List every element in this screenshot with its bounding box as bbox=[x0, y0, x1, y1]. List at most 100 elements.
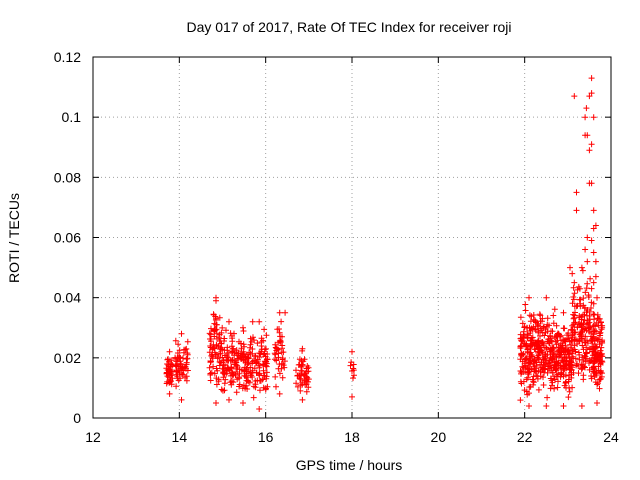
data-point bbox=[224, 347, 231, 354]
data-point bbox=[230, 379, 237, 386]
data-point bbox=[349, 348, 355, 355]
data-point bbox=[518, 351, 525, 358]
data-point bbox=[241, 343, 248, 350]
data-point bbox=[223, 327, 229, 334]
data-point bbox=[207, 377, 214, 384]
y-tick-label: 0.06 bbox=[54, 230, 81, 246]
data-point bbox=[589, 352, 596, 359]
data-point bbox=[298, 372, 305, 378]
data-point bbox=[586, 147, 593, 154]
data-point bbox=[526, 312, 533, 319]
data-point bbox=[211, 320, 218, 327]
data-point bbox=[580, 295, 587, 302]
data-point bbox=[542, 351, 549, 358]
x-tick-label: 20 bbox=[431, 429, 447, 445]
data-point bbox=[522, 301, 529, 308]
x-axis-label: GPS time / hours bbox=[296, 457, 403, 473]
data-point bbox=[215, 334, 222, 341]
y-tick-label: 0.08 bbox=[54, 169, 81, 185]
data-point bbox=[211, 333, 218, 340]
data-point bbox=[573, 362, 580, 369]
data-point bbox=[228, 343, 235, 350]
data-point bbox=[543, 403, 550, 409]
data-point bbox=[572, 348, 579, 355]
data-point bbox=[221, 335, 228, 342]
data-point bbox=[576, 356, 583, 363]
data-point bbox=[251, 357, 258, 364]
data-point bbox=[575, 337, 582, 344]
data-point bbox=[272, 351, 279, 358]
data-point bbox=[178, 330, 185, 337]
data-point bbox=[594, 311, 601, 318]
data-point bbox=[594, 400, 600, 406]
data-point bbox=[242, 385, 249, 392]
data-point bbox=[583, 105, 590, 112]
data-point bbox=[163, 365, 170, 372]
x-tick-label: 14 bbox=[172, 429, 188, 445]
data-point bbox=[594, 294, 600, 301]
data-point bbox=[279, 355, 286, 362]
data-point bbox=[277, 339, 284, 345]
data-point bbox=[571, 279, 578, 286]
data-point bbox=[228, 378, 235, 385]
data-point bbox=[529, 334, 536, 341]
data-point bbox=[567, 264, 573, 271]
data-point bbox=[237, 340, 244, 347]
data-point bbox=[586, 366, 593, 373]
data-point bbox=[229, 348, 236, 355]
data-point bbox=[279, 345, 285, 352]
data-point bbox=[299, 381, 306, 388]
data-point bbox=[275, 365, 282, 372]
data-point bbox=[535, 337, 542, 344]
data-point bbox=[521, 323, 528, 330]
data-point bbox=[565, 378, 572, 385]
data-point bbox=[263, 345, 269, 352]
data-point bbox=[273, 357, 280, 364]
data-point bbox=[249, 318, 256, 325]
data-point bbox=[264, 356, 271, 363]
data-point bbox=[587, 275, 594, 282]
data-point bbox=[568, 326, 575, 333]
data-point bbox=[590, 114, 597, 121]
data-point bbox=[214, 355, 221, 362]
data-point bbox=[541, 369, 548, 376]
data-point bbox=[543, 323, 550, 330]
data-point bbox=[276, 326, 282, 332]
data-point bbox=[596, 315, 603, 322]
data-point bbox=[299, 361, 306, 368]
data-point bbox=[233, 359, 240, 366]
data-point bbox=[569, 331, 576, 338]
data-point bbox=[583, 321, 590, 328]
data-point bbox=[207, 331, 214, 338]
data-point bbox=[577, 329, 584, 336]
data-point bbox=[526, 403, 532, 409]
data-point bbox=[563, 361, 570, 368]
data-point bbox=[208, 352, 215, 359]
data-point bbox=[519, 320, 526, 327]
data-point bbox=[572, 355, 579, 362]
data-point bbox=[252, 353, 259, 360]
data-point bbox=[590, 368, 597, 375]
x-tick-label: 12 bbox=[85, 429, 101, 445]
data-point bbox=[166, 390, 173, 397]
data-point bbox=[588, 356, 595, 363]
data-point bbox=[280, 349, 287, 356]
data-point bbox=[297, 387, 304, 394]
data-point bbox=[559, 357, 565, 364]
data-point bbox=[596, 330, 603, 337]
data-point bbox=[553, 322, 560, 329]
data-point bbox=[553, 367, 560, 374]
data-point bbox=[220, 357, 227, 364]
data-point bbox=[582, 132, 589, 139]
data-point bbox=[583, 309, 590, 316]
data-point bbox=[582, 333, 589, 340]
data-point bbox=[263, 332, 270, 339]
data-point bbox=[183, 361, 190, 368]
data-point bbox=[168, 381, 175, 388]
data-point bbox=[570, 315, 577, 322]
x-tick-label: 18 bbox=[344, 429, 360, 445]
data-point bbox=[303, 374, 310, 381]
y-tick-label: 0.02 bbox=[54, 350, 81, 366]
data-point bbox=[254, 340, 261, 347]
data-point bbox=[527, 318, 534, 325]
